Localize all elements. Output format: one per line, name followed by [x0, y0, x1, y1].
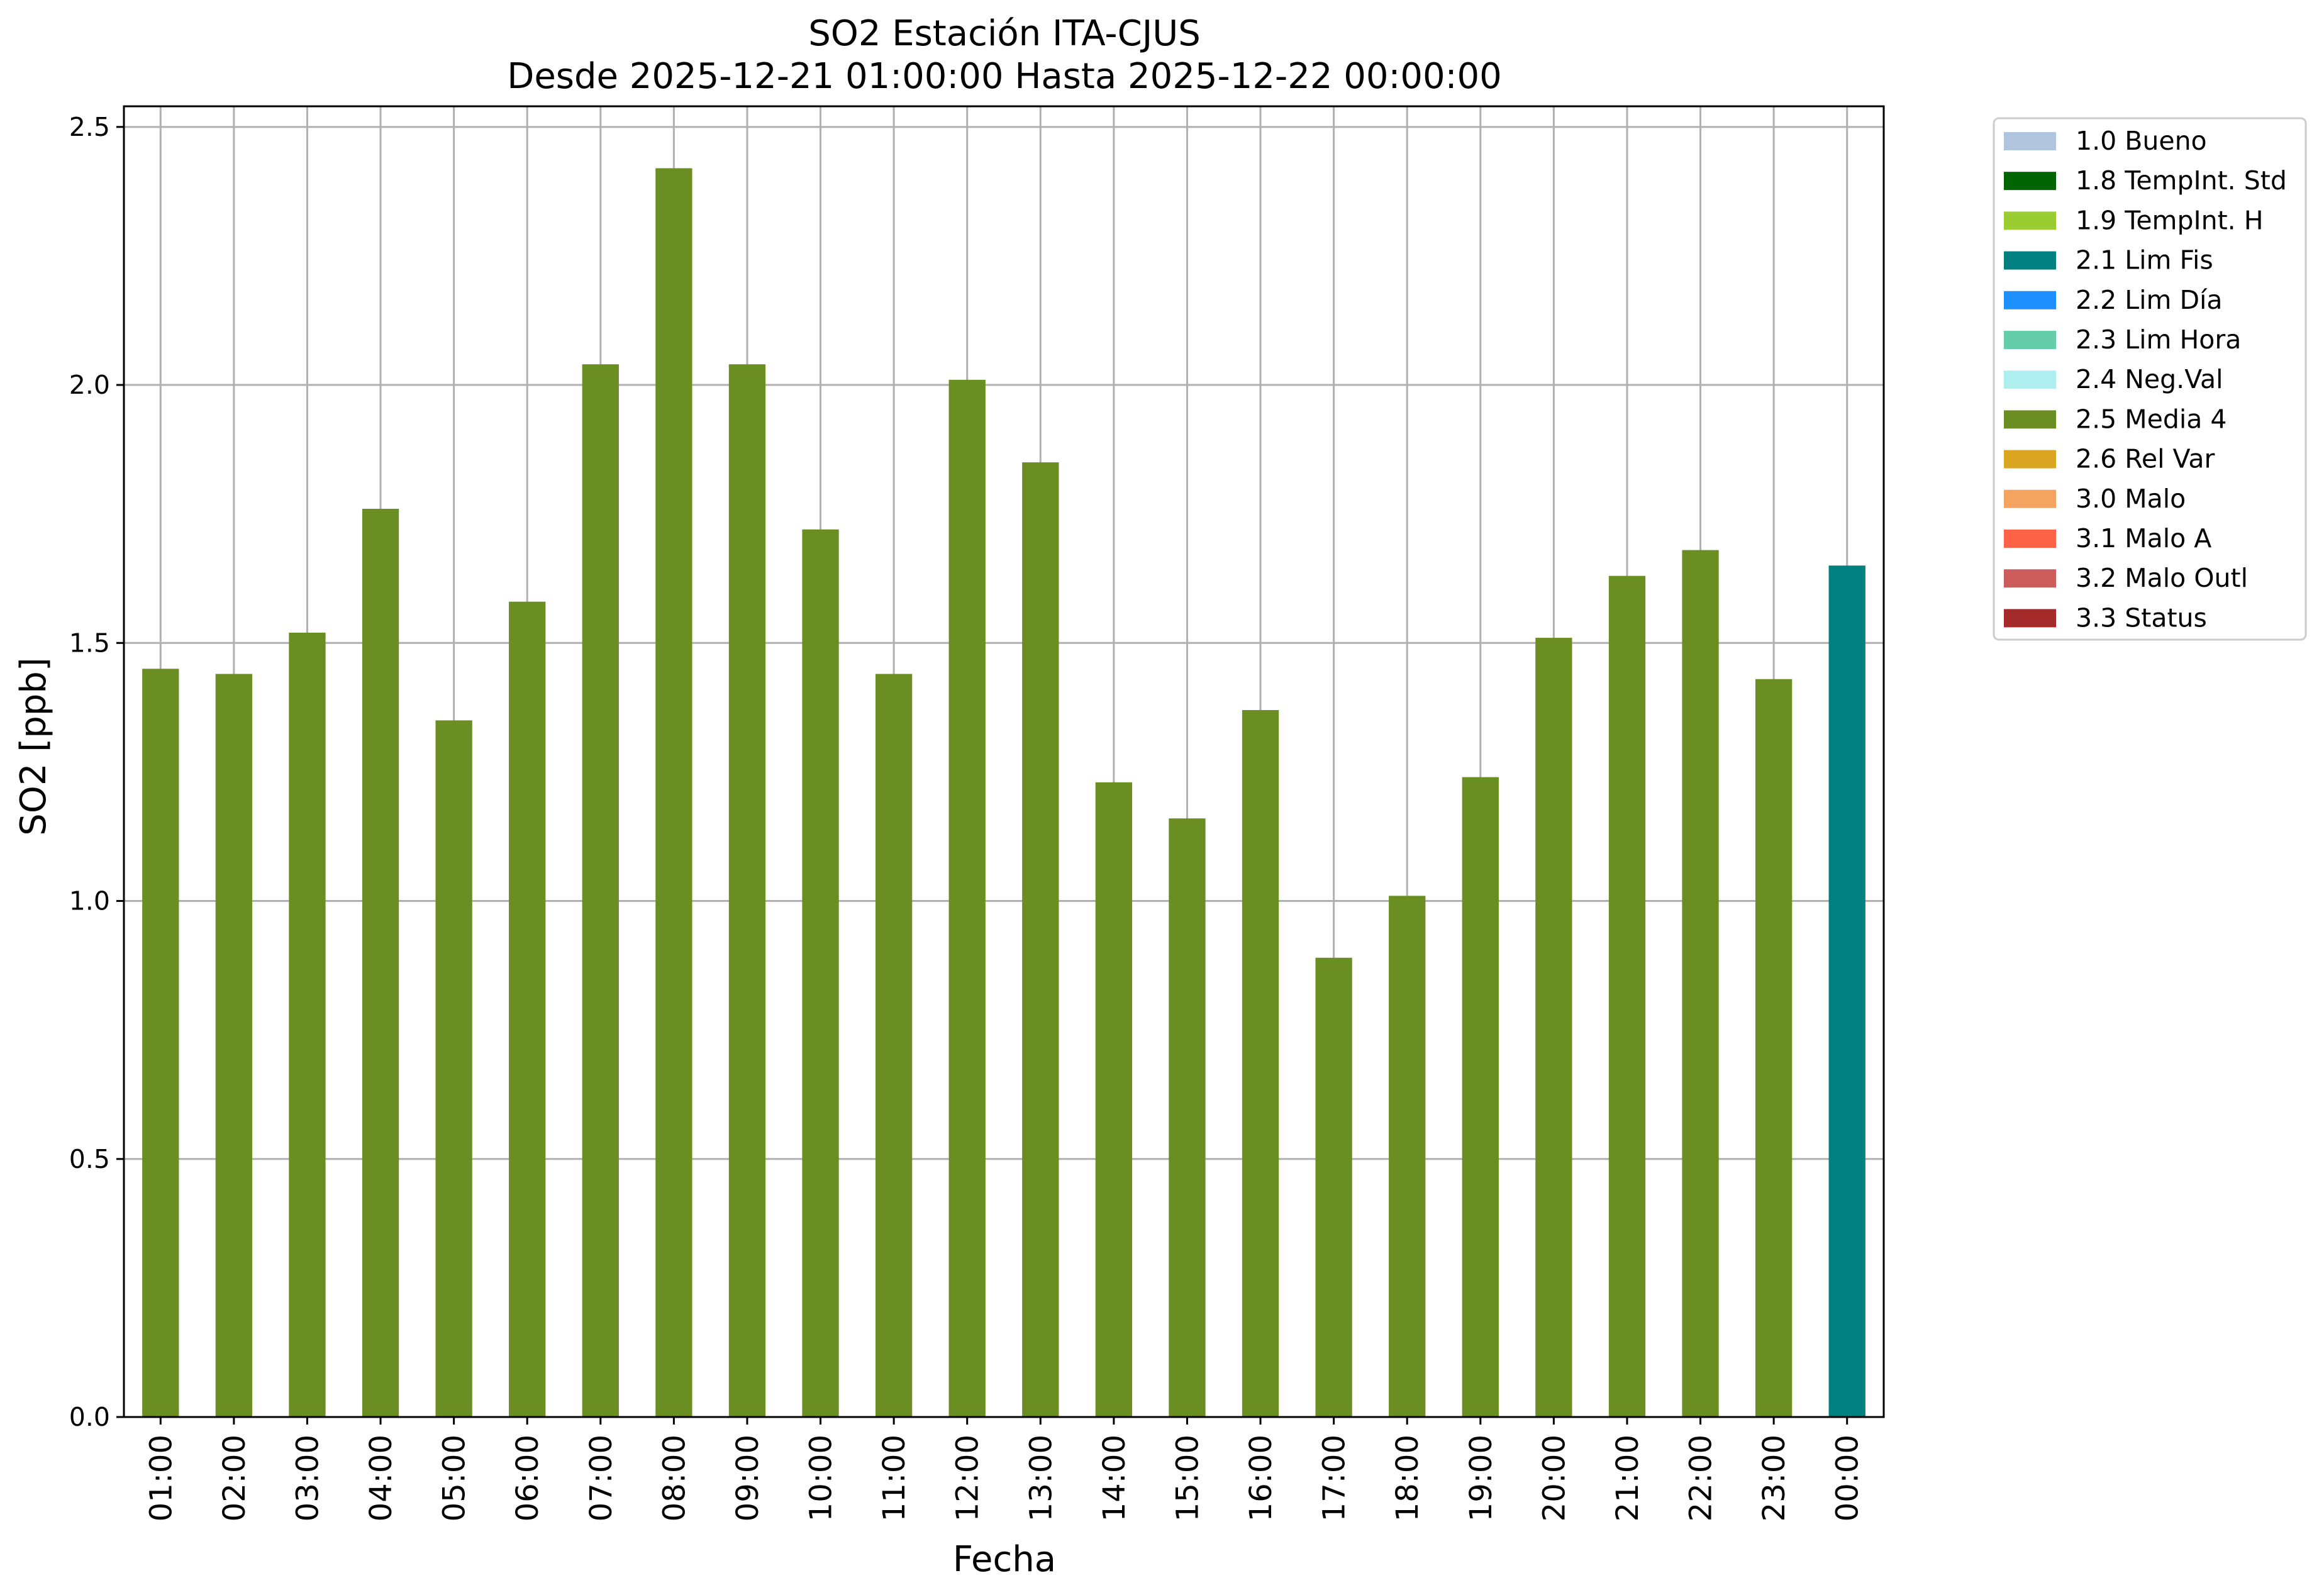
x-tick-label: 23:00 — [1757, 1435, 1792, 1521]
bar-2200 — [1682, 550, 1719, 1417]
legend-box — [1993, 117, 2307, 641]
x-tick-label: 12:00 — [950, 1435, 986, 1521]
x-tick-label: 13:00 — [1023, 1435, 1059, 1521]
bar-0100 — [142, 669, 179, 1417]
y-tick-label: 2.0 — [69, 370, 110, 400]
plot-frame — [123, 105, 1885, 1418]
legend-swatch — [2004, 331, 2056, 349]
x-axis-label: Fecha — [953, 1539, 1056, 1580]
bar-0700 — [582, 364, 619, 1417]
y-axis-label: SO2 [ppb] — [13, 657, 54, 835]
legend: 1.0 Bueno 1.8 TempInt. Std 1.9 TempInt. H 2… — [1993, 117, 2307, 641]
legend-label: 2.1 Lim Fis — [2076, 245, 2213, 275]
x-tick-label: 20:00 — [1537, 1435, 1572, 1521]
bar-1800 — [1389, 896, 1426, 1417]
x-tick-label: 09:00 — [730, 1435, 765, 1521]
bar-1500 — [1169, 818, 1206, 1417]
bar-1300 — [1022, 462, 1059, 1417]
y-axis-ticks: 0.0 0.5 1.0 1.5 2.0 2.5 — [69, 112, 124, 1432]
legend-swatch — [2004, 370, 2056, 389]
bar-1000 — [802, 529, 839, 1418]
legend-label: 3.1 Malo A — [2076, 523, 2211, 553]
bars — [142, 168, 1865, 1418]
x-tick-label: 00:00 — [1830, 1435, 1865, 1521]
legend-swatch — [2004, 132, 2056, 150]
y-tick-label: 0.5 — [69, 1144, 110, 1174]
bar-2300 — [1755, 679, 1793, 1417]
legend-swatch — [2004, 251, 2056, 270]
legend-label: 2.2 Lim Día — [2076, 285, 2223, 315]
y-tick-label: 1.5 — [69, 628, 110, 658]
axes — [123, 105, 1885, 1418]
x-tick-label: 18:00 — [1390, 1435, 1425, 1521]
x-axis-ticks: 01:00 02:00 03:00 04:00 05:00 06:00 07:00 08:00… — [143, 1417, 1865, 1521]
x-tick-label: 19:00 — [1464, 1435, 1499, 1521]
bar-1600 — [1242, 709, 1279, 1417]
x-tick-label: 21:00 — [1610, 1435, 1645, 1521]
y-tick-label: 2.5 — [69, 112, 110, 142]
x-tick-label: 22:00 — [1684, 1435, 1719, 1521]
bar-1900 — [1462, 777, 1499, 1417]
legend-label: 1.9 TempInt. H — [2076, 205, 2264, 235]
legend-label: 2.6 Rel Var — [2076, 444, 2215, 474]
bar-0000 — [1828, 565, 1865, 1417]
legend-label: 2.3 Lim Hora — [2076, 325, 2241, 355]
legend-swatch — [2004, 172, 2056, 191]
legend-label: 3.3 Status — [2076, 603, 2207, 633]
legend-swatch — [2004, 609, 2056, 628]
legend-swatch — [2004, 569, 2056, 588]
x-tick-label: 01:00 — [143, 1435, 179, 1521]
legend-swatch — [2004, 530, 2056, 548]
legend-label: 3.0 Malo — [2076, 484, 2186, 514]
legend-label: 1.0 Bueno — [2076, 126, 2207, 156]
chart-title: SO2 Estación ITA-CJUS — [808, 13, 1201, 54]
legend-swatch — [2004, 291, 2056, 309]
x-tick-label: 06:00 — [510, 1435, 545, 1521]
legend-label: 1.8 TempInt. Std — [2076, 165, 2287, 196]
bar-1100 — [875, 674, 913, 1417]
bar-0900 — [728, 364, 766, 1417]
x-tick-label: 16:00 — [1243, 1435, 1279, 1521]
x-tick-label: 05:00 — [437, 1435, 472, 1521]
bar-1700 — [1315, 957, 1352, 1417]
bar-0200 — [215, 674, 253, 1417]
bar-1200 — [948, 379, 986, 1418]
legend-swatch — [2004, 489, 2056, 508]
x-tick-label: 02:00 — [217, 1435, 252, 1521]
x-tick-label: 07:00 — [584, 1435, 619, 1521]
bar-0600 — [509, 601, 546, 1417]
bar-0400 — [362, 508, 399, 1417]
y-tick-label: 0.0 — [69, 1402, 110, 1432]
legend-label: 2.5 Media 4 — [2076, 404, 2227, 434]
x-tick-label: 08:00 — [657, 1435, 692, 1521]
legend-label: 2.4 Neg.Val — [2076, 364, 2223, 394]
bar-2100 — [1608, 575, 1646, 1418]
x-tick-label: 04:00 — [364, 1435, 399, 1521]
legend-swatch — [2004, 211, 2056, 230]
x-tick-label: 03:00 — [290, 1435, 325, 1521]
legend-label: 3.2 Malo Outl — [2076, 563, 2248, 593]
bar-0500 — [435, 720, 472, 1417]
y-tick-label: 1.0 — [69, 886, 110, 916]
legend-swatch — [2004, 450, 2056, 469]
x-tick-label: 14:00 — [1097, 1435, 1132, 1521]
x-tick-label: 17:00 — [1317, 1435, 1352, 1521]
bar-0800 — [655, 168, 692, 1418]
legend-swatch — [2004, 410, 2056, 429]
x-tick-label: 11:00 — [877, 1435, 912, 1521]
bar-1400 — [1095, 782, 1133, 1417]
bar-2000 — [1535, 638, 1572, 1417]
x-tick-label: 10:00 — [804, 1435, 839, 1521]
x-tick-label: 15:00 — [1170, 1435, 1205, 1521]
chart-subtitle: Desde 2025-12-21 01:00:00 Hasta 2025-12-… — [507, 56, 1502, 97]
bar-0300 — [289, 632, 326, 1418]
